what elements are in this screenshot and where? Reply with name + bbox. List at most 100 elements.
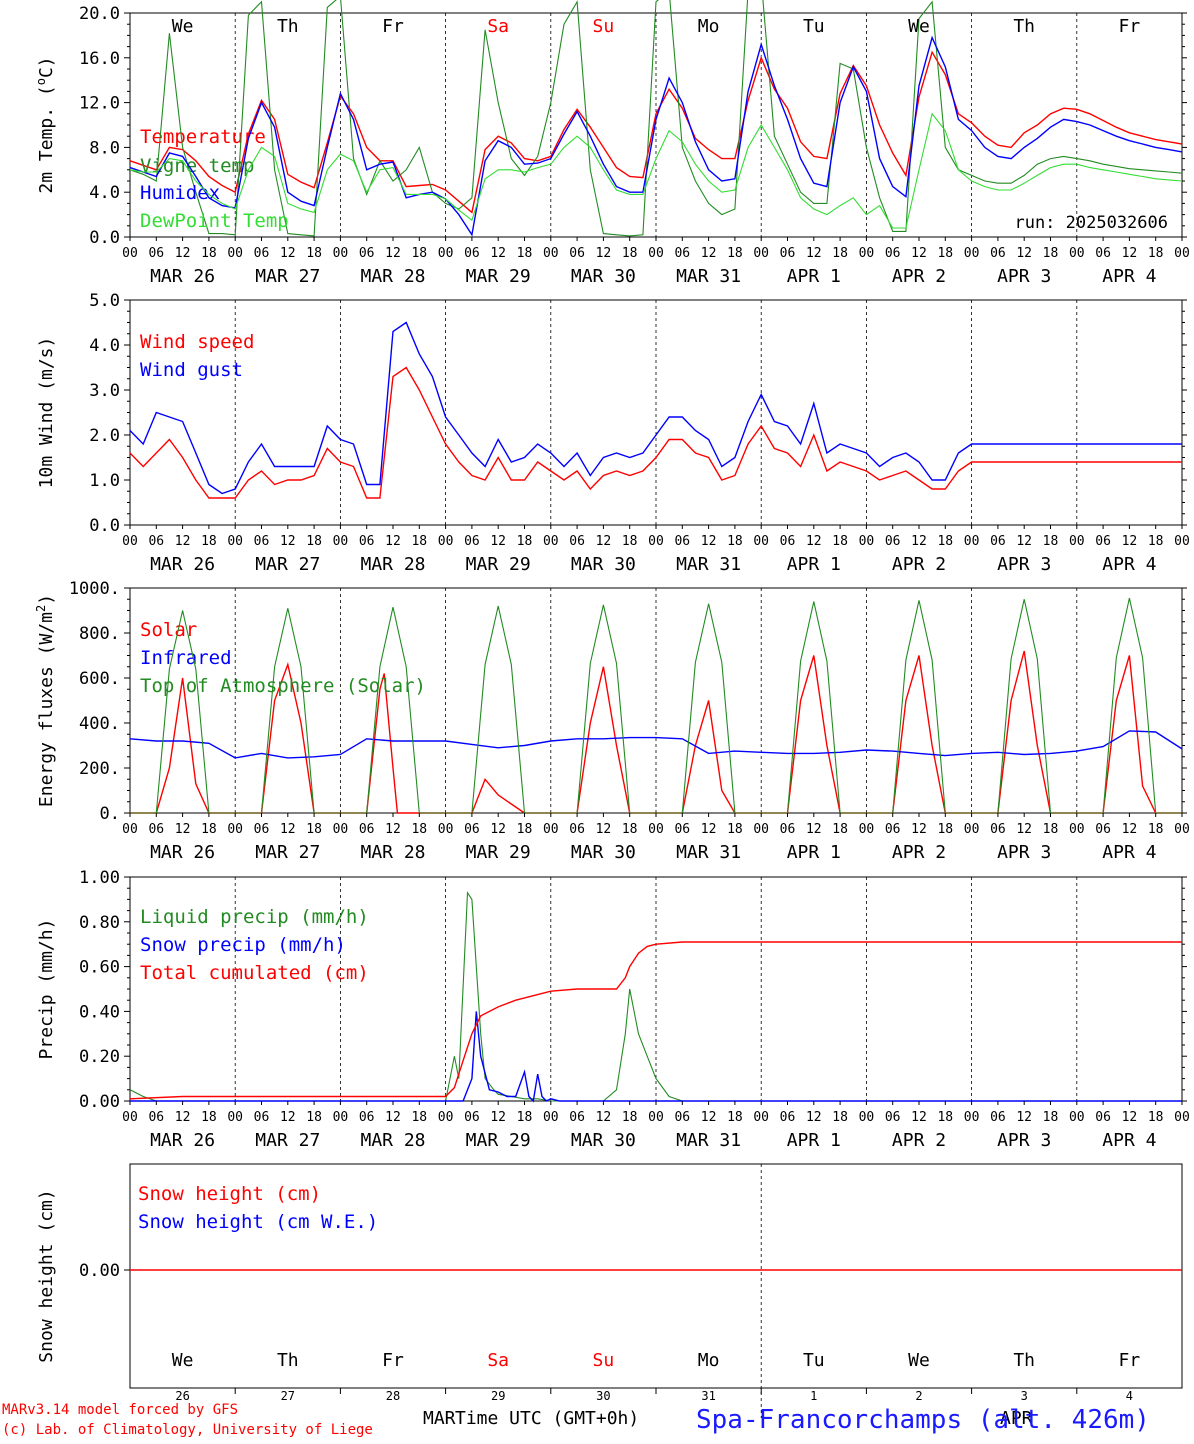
y-tick-label: 0.00	[79, 1092, 120, 1112]
hour-tick-label: 00	[964, 246, 980, 261]
series-line	[129, 50, 1183, 214]
hour-tick-label: 18	[1043, 246, 1059, 261]
legend-entry: Wind gust	[140, 359, 243, 381]
hour-tick-label: 12	[596, 246, 612, 261]
hour-tick-label: 18	[832, 1110, 848, 1125]
hour-tick-label: 12	[911, 534, 927, 549]
hour-tick-label: 12	[701, 822, 717, 837]
weekday-label: Th	[1013, 16, 1035, 37]
legend-entry: Solar	[140, 619, 197, 641]
hour-tick-label: 18	[622, 534, 638, 549]
hour-tick-label: 06	[464, 246, 480, 261]
legend-entry: Total cumulated (cm)	[140, 962, 369, 984]
hour-tick-label: 00	[438, 1110, 454, 1125]
y-tick-label: 600.	[79, 669, 120, 689]
y-axis-label: Precip (mm/h)	[36, 919, 57, 1060]
hour-tick-label: 18	[937, 822, 953, 837]
series-line	[129, 321, 1182, 495]
hour-tick-label: 06	[885, 534, 901, 549]
day-date-label: MAR 31	[676, 1130, 741, 1151]
legend-entry: Snow height (cm W.E.)	[138, 1211, 378, 1233]
weekday-label: We	[172, 16, 194, 37]
hour-tick-label: 12	[1122, 534, 1138, 549]
hour-tick-label: 00	[1069, 1110, 1085, 1125]
hour-tick-label: 12	[490, 1110, 506, 1125]
hour-tick-label: 06	[148, 246, 164, 261]
y-tick-label: 400.	[79, 714, 120, 734]
hour-tick-label: 06	[990, 822, 1006, 837]
hour-tick-label: 18	[1043, 1110, 1059, 1125]
y-tick-label: 0.0	[89, 516, 120, 536]
hour-tick-label: 18	[1148, 1110, 1164, 1125]
y-tick-label: 0.00	[79, 1261, 120, 1281]
hour-tick-label: 12	[175, 822, 191, 837]
day-date-label: MAR 26	[150, 842, 215, 863]
hour-tick-label: 18	[306, 534, 322, 549]
weekday-label: Su	[593, 16, 615, 37]
hour-tick-label: 12	[1016, 1110, 1032, 1125]
series-line	[129, 0, 1183, 237]
hour-tick-label: 12	[806, 822, 822, 837]
hour-tick-label: 06	[885, 1110, 901, 1125]
hour-tick-label: 12	[1016, 534, 1032, 549]
series-line	[130, 1011, 1182, 1103]
hour-tick-label: 00	[122, 246, 138, 261]
hour-tick-label: 00	[859, 822, 875, 837]
weekday-label: Fr	[382, 1350, 404, 1371]
hour-tick-label: 00	[122, 822, 138, 837]
day-date-label: APR 1	[787, 842, 841, 863]
hour-tick-label: 00	[859, 1110, 875, 1125]
hour-tick-label: 12	[385, 534, 401, 549]
y-tick-label: 16.0	[79, 49, 120, 69]
hour-tick-label: 12	[385, 1110, 401, 1125]
panel-4: 0.00 0.20 0.40 0.60 0.80 1.00 Precip (mm/h) Liq…	[36, 868, 1190, 1151]
hour-tick-label: 18	[411, 1110, 427, 1125]
day-number-label: 4	[1126, 1389, 1133, 1403]
series-line	[129, 366, 1182, 499]
hour-tick-label: 18	[517, 534, 533, 549]
hour-tick-label: 12	[701, 1110, 717, 1125]
day-date-label: MAR 29	[466, 842, 531, 863]
month-left-label: MAR	[423, 1408, 456, 1429]
hour-tick-label: 00	[648, 246, 664, 261]
hour-tick-label: 00	[333, 822, 349, 837]
day-date-label: APR 3	[997, 842, 1051, 863]
hour-tick-label: 18	[832, 534, 848, 549]
legend-entry: Vigne temp	[140, 155, 254, 177]
hour-tick-label: 06	[464, 1110, 480, 1125]
hour-tick-label: 18	[411, 822, 427, 837]
hour-tick-label: 06	[674, 822, 690, 837]
panel-1: 0.0 4.0 8.0 12.0 16.0 20.0 2m Temp. (oC) Temper…	[34, 0, 1190, 287]
y-tick-label: 800.	[79, 624, 120, 644]
y-tick-label: 5.0	[89, 291, 120, 311]
day-date-label: MAR 28	[360, 554, 425, 575]
hour-tick-label: 06	[674, 1110, 690, 1125]
hour-tick-label: 18	[937, 534, 953, 549]
day-date-label: MAR 30	[571, 842, 636, 863]
hour-tick-label: 18	[306, 246, 322, 261]
hour-tick-label: 12	[490, 822, 506, 837]
day-date-label: APR 2	[892, 1130, 946, 1151]
hour-tick-label: 06	[990, 534, 1006, 549]
hour-tick-label: 12	[385, 246, 401, 261]
y-tick-label: 200.	[79, 759, 120, 779]
hour-tick-label: 00	[227, 246, 243, 261]
y-axis-label: Energy fluxes (W/m2)	[34, 594, 57, 807]
legend-entry: Infrared	[140, 647, 232, 669]
hour-tick-label: 06	[359, 1110, 375, 1125]
weekday-label: Fr	[382, 16, 404, 37]
hour-tick-label: 06	[1095, 822, 1111, 837]
hour-tick-label: 06	[148, 822, 164, 837]
hour-tick-label: 00	[543, 1110, 559, 1125]
day-date-label: APR 1	[787, 266, 841, 287]
series-line	[129, 941, 1182, 1100]
hour-tick-label: 18	[201, 1110, 217, 1125]
y-tick-label: 1.00	[79, 868, 120, 888]
hour-tick-label: 06	[569, 1110, 585, 1125]
hour-tick-label: 18	[1148, 246, 1164, 261]
day-date-label: MAR 28	[360, 266, 425, 287]
hour-tick-label: 18	[201, 534, 217, 549]
day-date-label: APR 2	[892, 842, 946, 863]
y-tick-label: 0.	[100, 804, 120, 824]
hour-tick-label: 00	[753, 246, 769, 261]
